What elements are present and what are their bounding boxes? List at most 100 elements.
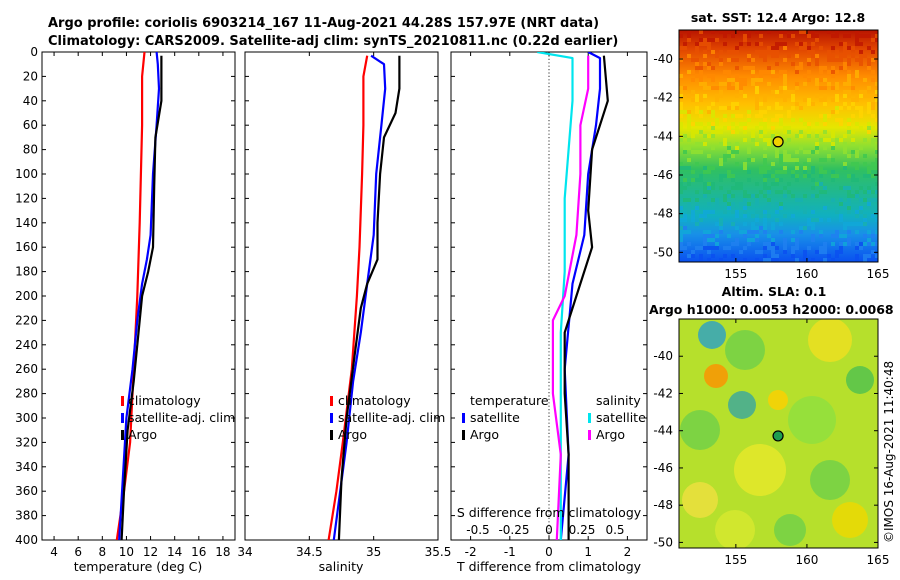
legend-swatch-climatology	[330, 396, 333, 406]
sst-pixel	[739, 230, 743, 234]
sst-pixel	[831, 178, 835, 182]
sst-pixel	[831, 58, 835, 62]
sst-pixel	[759, 166, 763, 170]
sst-pixel	[679, 138, 683, 142]
sst-pixel	[723, 126, 727, 130]
sst-pixel	[843, 186, 847, 190]
sst-pixel	[863, 234, 867, 238]
sst-pixel	[747, 150, 751, 154]
sst-pixel	[855, 242, 859, 246]
sst-pixel	[871, 70, 875, 74]
sst-pixel	[735, 66, 739, 70]
sst-pixel	[827, 50, 831, 54]
depth-tick-label: 300	[15, 411, 38, 425]
sst-pixel	[679, 122, 683, 126]
sst-pixel	[847, 210, 851, 214]
difference-secondary-ticks: -0.5 -0.25 0 0.25 0.5	[466, 523, 624, 537]
sst-pixel	[751, 238, 755, 242]
sst-pixel	[695, 98, 699, 102]
sst-pixel	[783, 206, 787, 210]
sst-pixel	[811, 54, 815, 58]
sst-pixel	[703, 82, 707, 86]
sst-pixel	[715, 38, 719, 42]
sst-pixel	[739, 250, 743, 254]
sst-pixel	[763, 138, 767, 142]
sst-pixel	[795, 166, 799, 170]
sst-pixel	[755, 50, 759, 54]
sst-pixel	[847, 238, 851, 242]
sst-pixel	[687, 126, 691, 130]
sst-pixel	[795, 70, 799, 74]
x-tick-label: 18	[215, 545, 230, 559]
sst-pixel	[763, 162, 767, 166]
sst-pixel	[715, 222, 719, 226]
sst-pixel	[863, 222, 867, 226]
sst-pixel	[679, 34, 683, 38]
sst-pixel	[735, 30, 739, 34]
sst-pixel	[855, 34, 859, 38]
sst-pixel	[679, 230, 683, 234]
sst-pixel	[859, 58, 863, 62]
sst-pixel	[859, 110, 863, 114]
sst-pixel	[819, 66, 823, 70]
sst-pixel	[731, 178, 735, 182]
sst-map-panel: sat. SST: 12.4 Argo: 12.8 -40-42-44-46-4…	[653, 10, 889, 281]
sst-pixel	[859, 62, 863, 66]
sst-pixel	[875, 158, 878, 162]
sst-pixel	[843, 42, 847, 46]
series-line-salinity-satellite	[537, 52, 574, 540]
sst-pixel	[763, 222, 767, 226]
sst-pixel	[707, 170, 711, 174]
sst-pixel	[831, 86, 835, 90]
sst-pixel	[803, 42, 807, 46]
sla-blob	[734, 444, 786, 496]
sst-pixel	[831, 130, 835, 134]
sst-pixel	[859, 222, 863, 226]
sst-pixel	[771, 134, 775, 138]
sst-pixel	[735, 114, 739, 118]
sst-pixel	[823, 146, 827, 150]
depth-tick-label: 100	[15, 167, 38, 181]
sst-pixel	[771, 258, 775, 262]
sst-pixel	[815, 142, 819, 146]
x-tick-label: 8	[98, 545, 106, 559]
sst-pixel	[695, 110, 699, 114]
sst-pixel	[859, 246, 863, 250]
sst-pixel	[827, 58, 831, 62]
sst-pixel	[871, 190, 875, 194]
sst-pixel	[819, 158, 823, 162]
sst-pixel	[787, 114, 791, 118]
sst-pixel	[839, 66, 843, 70]
sst-pixel	[743, 122, 747, 126]
sst-pixel	[759, 70, 763, 74]
sst-pixel	[759, 50, 763, 54]
sst-pixel	[875, 146, 878, 150]
sst-pixel	[783, 58, 787, 62]
sst-pixel	[791, 158, 795, 162]
sst-pixel	[795, 134, 799, 138]
sst-pixel	[811, 42, 815, 46]
sst-pixel	[707, 134, 711, 138]
sst-pixel	[679, 46, 683, 50]
sst-pixel	[715, 234, 719, 238]
sst-pixel	[859, 94, 863, 98]
sst-pixel	[751, 82, 755, 86]
sst-pixel	[731, 174, 735, 178]
sst-pixel	[715, 206, 719, 210]
sst-pixel	[843, 90, 847, 94]
sst-pixel	[811, 194, 815, 198]
sst-pixel	[719, 82, 723, 86]
sst-pixel	[815, 58, 819, 62]
sst-pixel	[811, 218, 815, 222]
sst-pixel	[803, 122, 807, 126]
sst-pixel	[719, 130, 723, 134]
sst-pixel	[719, 30, 723, 34]
sst-pixel	[719, 174, 723, 178]
secondary-tick-label: -0.5	[466, 523, 489, 537]
sst-pixel	[715, 98, 719, 102]
sst-pixel	[811, 234, 815, 238]
sst-pixel	[747, 238, 751, 242]
sst-pixel	[807, 78, 811, 82]
depth-tick-label: 340	[15, 460, 38, 474]
sst-pixel	[815, 122, 819, 126]
